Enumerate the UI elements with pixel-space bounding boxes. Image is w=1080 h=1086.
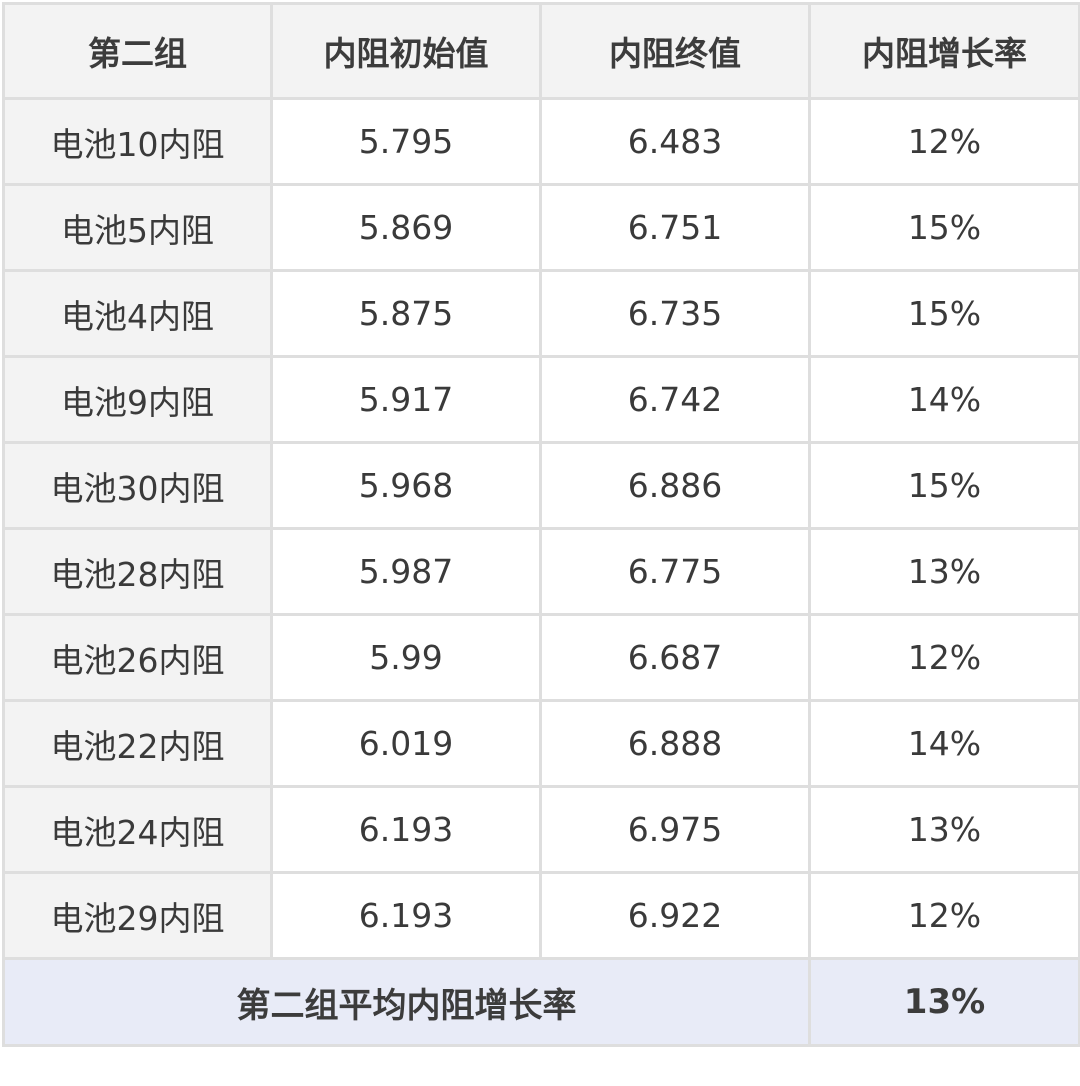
initial-value-cell: 5.917 xyxy=(270,355,542,444)
final-value-cell: 6.922 xyxy=(539,871,811,960)
initial-value-cell: 6.019 xyxy=(270,699,542,788)
header-group: 第二组 xyxy=(2,2,273,100)
header-initial-resistance: 内阻初始值 xyxy=(270,2,542,100)
battery-name-cell: 电池9内阻 xyxy=(2,355,273,444)
table-row: 电池26内阻 5.99 6.687 12% xyxy=(2,613,1080,702)
average-value: 13% xyxy=(808,957,1080,1047)
table-row: 电池9内阻 5.917 6.742 14% xyxy=(2,355,1080,444)
final-value-cell: 6.687 xyxy=(539,613,811,702)
battery-name-cell: 电池28内阻 xyxy=(2,527,273,616)
table-row: 电池24内阻 6.193 6.975 13% xyxy=(2,785,1080,874)
battery-name-cell: 电池30内阻 xyxy=(2,441,273,530)
table-row: 电池29内阻 6.193 6.922 12% xyxy=(2,871,1080,960)
initial-value-cell: 5.99 xyxy=(270,613,542,702)
growth-rate-cell: 13% xyxy=(808,527,1080,616)
resistance-table: 第二组 内阻初始值 内阻终值 内阻增长率 电池10内阻 5.795 6.483 … xyxy=(2,2,1080,1047)
final-value-cell: 6.888 xyxy=(539,699,811,788)
table-body: 电池10内阻 5.795 6.483 12% 电池5内阻 5.869 6.751… xyxy=(2,97,1080,960)
average-row: 第二组平均内阻增长率 13% xyxy=(2,957,1080,1047)
battery-name-cell: 电池26内阻 xyxy=(2,613,273,702)
final-value-cell: 6.742 xyxy=(539,355,811,444)
growth-rate-cell: 14% xyxy=(808,699,1080,788)
battery-name-cell: 电池4内阻 xyxy=(2,269,273,358)
header-growth-rate: 内阻增长率 xyxy=(808,2,1080,100)
battery-name-cell: 电池10内阻 xyxy=(2,97,273,186)
table-row: 电池30内阻 5.968 6.886 15% xyxy=(2,441,1080,530)
table-row: 电池5内阻 5.869 6.751 15% xyxy=(2,183,1080,272)
growth-rate-cell: 14% xyxy=(808,355,1080,444)
table-row: 电池10内阻 5.795 6.483 12% xyxy=(2,97,1080,186)
initial-value-cell: 5.987 xyxy=(270,527,542,616)
initial-value-cell: 6.193 xyxy=(270,785,542,874)
initial-value-cell: 5.869 xyxy=(270,183,542,272)
table-header: 第二组 内阻初始值 内阻终值 内阻增长率 xyxy=(2,2,1080,100)
table-footer: 第二组平均内阻增长率 13% xyxy=(2,957,1080,1047)
battery-name-cell: 电池5内阻 xyxy=(2,183,273,272)
table-row: 电池22内阻 6.019 6.888 14% xyxy=(2,699,1080,788)
growth-rate-cell: 12% xyxy=(808,97,1080,186)
growth-rate-cell: 13% xyxy=(808,785,1080,874)
final-value-cell: 6.751 xyxy=(539,183,811,272)
battery-name-cell: 电池29内阻 xyxy=(2,871,273,960)
growth-rate-cell: 12% xyxy=(808,871,1080,960)
final-value-cell: 6.483 xyxy=(539,97,811,186)
battery-name-cell: 电池24内阻 xyxy=(2,785,273,874)
battery-name-cell: 电池22内阻 xyxy=(2,699,273,788)
table-row: 电池4内阻 5.875 6.735 15% xyxy=(2,269,1080,358)
growth-rate-cell: 12% xyxy=(808,613,1080,702)
initial-value-cell: 6.193 xyxy=(270,871,542,960)
growth-rate-cell: 15% xyxy=(808,269,1080,358)
initial-value-cell: 5.968 xyxy=(270,441,542,530)
table-row: 电池28内阻 5.987 6.775 13% xyxy=(2,527,1080,616)
initial-value-cell: 5.875 xyxy=(270,269,542,358)
growth-rate-cell: 15% xyxy=(808,441,1080,530)
final-value-cell: 6.735 xyxy=(539,269,811,358)
final-value-cell: 6.975 xyxy=(539,785,811,874)
initial-value-cell: 5.795 xyxy=(270,97,542,186)
final-value-cell: 6.775 xyxy=(539,527,811,616)
header-row: 第二组 内阻初始值 内阻终值 内阻增长率 xyxy=(2,2,1080,100)
average-label: 第二组平均内阻增长率 xyxy=(2,957,811,1047)
final-value-cell: 6.886 xyxy=(539,441,811,530)
header-final-resistance: 内阻终值 xyxy=(539,2,811,100)
growth-rate-cell: 15% xyxy=(808,183,1080,272)
